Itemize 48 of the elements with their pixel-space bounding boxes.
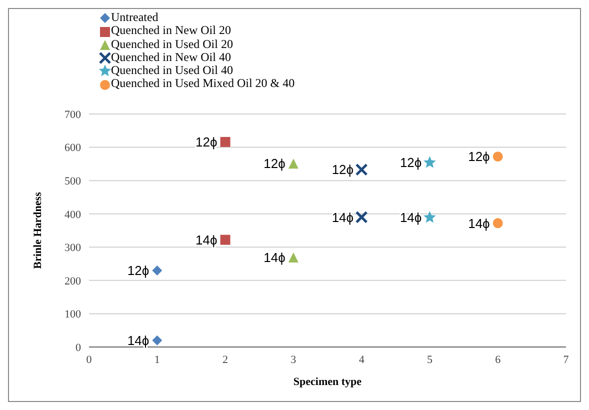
point: [355, 210, 368, 224]
annotation: 14ϕ: [468, 216, 490, 231]
annotation: 12ϕ: [127, 263, 150, 278]
legend-label: Quenched in Used Mixed Oil 20 & 40: [110, 76, 295, 90]
point: [220, 234, 230, 245]
y-tick-label: 600: [64, 142, 82, 154]
annotation: 14ϕ: [332, 210, 354, 225]
x-tick-label: 2: [222, 354, 228, 366]
point: [152, 335, 162, 346]
point: [492, 152, 503, 162]
annotation: 12ϕ: [468, 149, 490, 164]
point: [288, 158, 298, 169]
y-tick-label: 400: [64, 208, 82, 221]
legend-label: Quenched in Used Oil 20: [110, 36, 234, 51]
x-tick-label: 6: [495, 354, 502, 366]
legend-label: Quenched in New Oil 20: [110, 23, 232, 38]
annotation: 12ϕ: [400, 155, 422, 170]
y-tick-label: 300: [64, 242, 82, 254]
x-tick-label: 4: [358, 354, 365, 366]
legend-label: Untreated: [110, 10, 160, 24]
annotation: 14ϕ: [264, 250, 286, 266]
annotation: 14ϕ: [127, 332, 150, 348]
annotation: 14ϕ: [400, 210, 422, 226]
point: [424, 211, 436, 223]
point: [220, 136, 230, 147]
point: [355, 163, 368, 176]
x-tick-label: 7: [563, 354, 570, 366]
y-axis-title: Brinle Hardness: [32, 191, 44, 269]
legend-label: Quenched in New Oil 40: [110, 50, 232, 64]
y-tick-label: 700: [64, 108, 82, 121]
point: [152, 265, 162, 276]
x-tick-label: 0: [86, 354, 92, 366]
y-tick-label: 100: [64, 308, 82, 321]
y-tick-label: 500: [64, 175, 82, 188]
annotation: 12ϕ: [332, 162, 354, 178]
annotation: 12ϕ: [196, 134, 218, 150]
legend-label: Quenched in Used Oil 40: [110, 63, 234, 78]
y-tick-label: 0: [76, 342, 82, 354]
x-axis-title: Specimen type: [293, 376, 362, 388]
x-tick-label: 1: [154, 354, 160, 366]
annotation: 12ϕ: [264, 156, 286, 172]
y-tick-label: 200: [64, 275, 82, 288]
annotation: 14ϕ: [196, 232, 218, 248]
point: [492, 218, 503, 228]
point: [424, 156, 436, 168]
x-tick-label: 5: [426, 354, 433, 366]
x-tick-label: 3: [290, 354, 297, 366]
point: [288, 252, 298, 262]
